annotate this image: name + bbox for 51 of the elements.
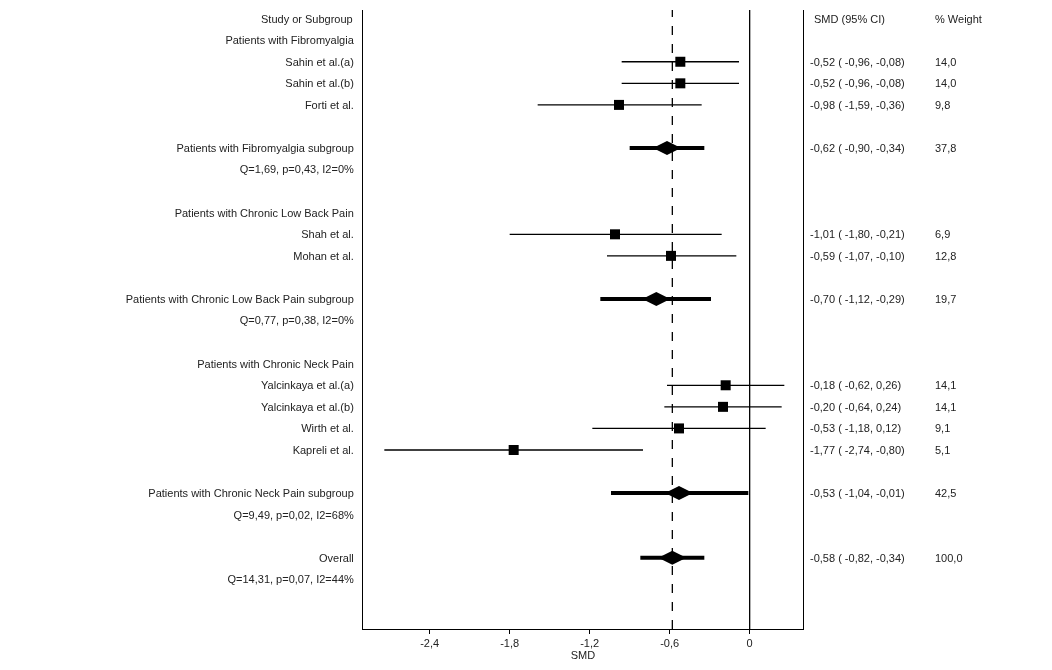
point (666, 250, 676, 261)
y-tick-label: Q=14,31, p=0,07, I2=44% (227, 573, 355, 586)
y-tick-label: Overall (318, 551, 354, 564)
y-tick-label: Q=0,77, p=0,38, I2=0% (239, 314, 355, 327)
y-tick-label: Yalcinkaya et al.(b) (261, 400, 354, 413)
y-tick-label: Patients with Chronic Neck Pain subgroup (148, 486, 354, 499)
y-tick-label: Patients with Fibromyalgia subgroup (176, 141, 354, 154)
y-tick-label: Patients with Chronic Low Back Pain subgroup (125, 292, 354, 305)
y-tick-label: Q=9,49, p=0,02, I2=68% (233, 508, 355, 521)
text: -0,98 ( -1,59, -0,36) 9,8 (810, 99, 951, 111)
y-tick-label: Patients with Chronic Neck Pain (197, 357, 354, 370)
point (675, 56, 686, 67)
y-tick-label: Sahin et al.(a) (285, 55, 354, 68)
x-tick-label: -1,8 (500, 637, 520, 650)
text: SMD (95% CI) (814, 13, 885, 25)
y-tick-label: Shah et al. (301, 228, 354, 241)
text: -1,01 ( -1,80, -0,21) 6,9 (810, 228, 951, 240)
text: -0,18 ( -0,62, 0,26) 14,1 (810, 379, 957, 391)
text: -0,53 ( -1,04, -0,01) 42,5 (810, 487, 957, 499)
y-tick-label: Kapreli et al. (292, 443, 354, 456)
point (674, 423, 684, 434)
text: Study or Subgroup (261, 13, 353, 25)
y-tick-label: Yalcinkaya et al.(a) (261, 379, 354, 392)
point (508, 444, 519, 455)
text: -0,53 ( -1,18, 0,12) 9,1 (810, 422, 951, 434)
y-tick-label: Forti et al. (304, 98, 354, 111)
x-tick-label: 0 (746, 637, 753, 650)
text: -0,52 ( -0,96, -0,08) 14,0 (810, 77, 957, 89)
text: -0,62 ( -0,90, -0,34) 37,8 (810, 142, 957, 154)
x-tick-label: -2,4 (420, 637, 440, 650)
text: % Weight (935, 13, 982, 25)
y-tick-label: Mohan et al. (293, 249, 354, 262)
point (718, 401, 728, 412)
y-tick-label: Patients with Fibromyalgia (225, 34, 355, 47)
x-tick-label: -0,6 (660, 637, 680, 650)
y-tick-label: Patients with Chronic Low Back Pain (174, 206, 354, 219)
text: -0,52 ( -0,96, -0,08) 14,0 (810, 56, 957, 68)
y-tick-label: Wirth et al. (301, 422, 354, 435)
x-tick-label: -1,2 (580, 637, 600, 650)
x-axis-title: SMD (570, 649, 596, 662)
text: -0,20 ( -0,64, 0,24) 14,1 (810, 401, 957, 413)
point (675, 78, 686, 89)
point (614, 99, 624, 110)
point (610, 229, 620, 240)
text: -0,59 ( -1,07, -0,10) 12,8 (810, 250, 957, 262)
point (720, 380, 731, 391)
y-tick-label: Sahin et al.(b) (285, 77, 354, 90)
text: -0,70 ( -1,12, -0,29) 19,7 (810, 293, 957, 305)
text: -0,58 ( -0,82, -0,34) 100,0 (810, 552, 963, 564)
y-tick-label: Q=1,69, p=0,43, I2=0% (239, 163, 355, 176)
text: -1,77 ( -2,74, -0,80) 5,1 (810, 444, 951, 456)
